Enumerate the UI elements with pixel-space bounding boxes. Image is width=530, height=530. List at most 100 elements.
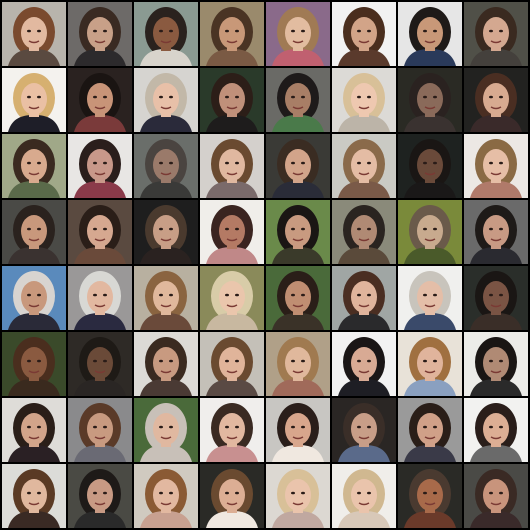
left-eye — [27, 359, 31, 363]
mouth-shape — [160, 172, 172, 176]
right-eye — [37, 491, 41, 495]
left-eye — [93, 491, 97, 495]
mouth-shape — [424, 436, 436, 440]
shoulders-shape — [140, 247, 192, 264]
left-eye — [357, 293, 361, 297]
mouth-shape — [358, 304, 370, 308]
right-eye — [433, 227, 437, 231]
shoulders-shape — [404, 115, 456, 132]
right-eye — [301, 293, 305, 297]
face-tile-r8-c4 — [200, 464, 264, 528]
face-portrait — [2, 68, 66, 132]
face-shape — [153, 347, 179, 379]
shoulders-shape — [470, 247, 522, 264]
left-eye — [225, 491, 229, 495]
right-eye — [103, 359, 107, 363]
shoulders-shape — [404, 49, 456, 66]
left-eye — [357, 491, 361, 495]
face-portrait — [2, 332, 66, 396]
face-portrait — [134, 134, 198, 198]
face-portrait — [464, 134, 528, 198]
face-shape — [21, 17, 47, 49]
mouth-shape — [28, 436, 40, 440]
right-eye — [499, 161, 503, 165]
face-tile-r7-c2 — [68, 398, 132, 462]
shoulders-shape — [8, 115, 60, 132]
mouth-shape — [490, 172, 502, 176]
left-eye — [489, 293, 493, 297]
face-shape — [351, 281, 377, 313]
face-shape — [21, 215, 47, 247]
left-eye — [93, 161, 97, 165]
left-eye — [159, 359, 163, 363]
face-shape — [417, 215, 443, 247]
face-portrait — [134, 200, 198, 264]
face-portrait — [464, 200, 528, 264]
face-portrait — [134, 68, 198, 132]
shoulders-shape — [74, 313, 126, 330]
face-shape — [21, 149, 47, 181]
right-eye — [235, 29, 239, 33]
right-eye — [169, 161, 173, 165]
right-eye — [169, 491, 173, 495]
right-eye — [301, 491, 305, 495]
face-portrait — [68, 200, 132, 264]
face-tile-r6-c7 — [398, 332, 462, 396]
mouth-shape — [424, 238, 436, 242]
face-portrait — [398, 2, 462, 66]
face-shape — [417, 149, 443, 181]
face-portrait — [200, 2, 264, 66]
left-eye — [357, 425, 361, 429]
face-tile-r7-c6 — [332, 398, 396, 462]
face-tile-r5-c4 — [200, 266, 264, 330]
mouth-shape — [226, 370, 238, 374]
right-eye — [433, 161, 437, 165]
left-eye — [291, 491, 295, 495]
mouth-shape — [358, 502, 370, 506]
face-shape — [483, 17, 509, 49]
left-eye — [225, 161, 229, 165]
shoulders-shape — [74, 379, 126, 396]
mouth-shape — [94, 436, 106, 440]
face-portrait — [398, 200, 462, 264]
face-shape — [153, 149, 179, 181]
face-shape — [87, 215, 113, 247]
left-eye — [489, 359, 493, 363]
mouth-shape — [490, 106, 502, 110]
face-tile-r1-c8 — [464, 2, 528, 66]
left-eye — [159, 95, 163, 99]
face-portrait — [398, 134, 462, 198]
mouth-shape — [94, 502, 106, 506]
shoulders-shape — [140, 445, 192, 462]
face-portrait — [68, 2, 132, 66]
face-tile-r5-c1 — [2, 266, 66, 330]
shoulders-shape — [272, 181, 324, 198]
face-shape — [87, 83, 113, 115]
face-tile-r3-c4 — [200, 134, 264, 198]
face-tile-r1-c3 — [134, 2, 198, 66]
left-eye — [291, 29, 295, 33]
left-eye — [423, 161, 427, 165]
face-portrait — [68, 398, 132, 462]
left-eye — [357, 161, 361, 165]
face-tile-r7-c8 — [464, 398, 528, 462]
face-shape — [351, 479, 377, 511]
left-eye — [93, 29, 97, 33]
face-tile-r8-c8 — [464, 464, 528, 528]
face-portrait — [2, 266, 66, 330]
mouth-shape — [28, 304, 40, 308]
face-portrait — [398, 68, 462, 132]
shoulders-shape — [470, 181, 522, 198]
face-tile-r6-c4 — [200, 332, 264, 396]
face-shape — [417, 347, 443, 379]
mouth-shape — [226, 436, 238, 440]
left-eye — [291, 161, 295, 165]
face-tile-r3-c8 — [464, 134, 528, 198]
right-eye — [433, 491, 437, 495]
shoulders-shape — [206, 247, 258, 264]
mouth-shape — [226, 238, 238, 242]
face-portrait — [200, 266, 264, 330]
mouth-shape — [292, 40, 304, 44]
face-shape — [153, 413, 179, 445]
face-shape — [285, 281, 311, 313]
